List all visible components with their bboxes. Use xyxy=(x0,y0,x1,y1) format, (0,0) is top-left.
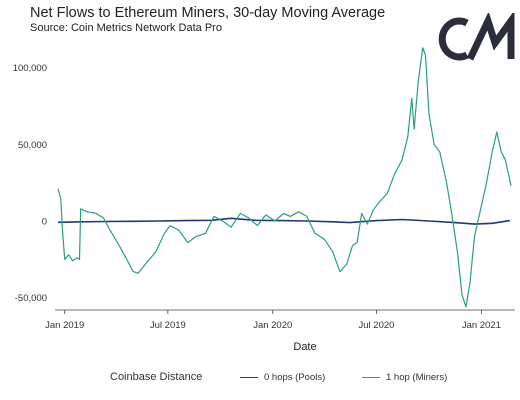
x-tick-label: Jul 2020 xyxy=(359,320,395,331)
legend-label-miners: 1 hop (Miners) xyxy=(386,372,448,383)
y-tick-label: 50,000 xyxy=(18,140,47,151)
x-tick-label: Jan 2021 xyxy=(462,320,501,331)
y-tick-label: 0 xyxy=(42,217,47,228)
x-tick-label: Jan 2020 xyxy=(253,320,292,331)
coin-metrics-logo-icon xyxy=(438,13,515,61)
series-line-pools xyxy=(57,217,511,225)
y-tick-label: -50,000 xyxy=(15,293,47,304)
legend-item-pools: 0 hops (Pools) xyxy=(240,372,325,383)
y-tick-label: 100,000 xyxy=(13,63,47,74)
legend-item-miners: 1 hop (Miners) xyxy=(362,372,447,383)
legend-label-pools: 0 hops (Pools) xyxy=(264,372,326,383)
x-tick-label: Jul 2019 xyxy=(150,320,186,331)
legend-swatch-miners xyxy=(362,377,380,378)
chart-legend: Coinbase Distance 0 hops (Pools) 1 hop (… xyxy=(0,370,520,388)
legend-title: Coinbase Distance xyxy=(110,371,203,383)
chart-subtitle: Source: Coin Metrics Network Data Pro xyxy=(30,22,222,34)
x-axis-title: Date xyxy=(293,341,316,353)
x-tick-label: Jan 2019 xyxy=(45,320,84,331)
legend-swatch-pools xyxy=(240,377,258,378)
series-line-miners xyxy=(57,47,512,308)
chart-title: Net Flows to Ethereum Miners, 30-day Mov… xyxy=(30,5,386,21)
